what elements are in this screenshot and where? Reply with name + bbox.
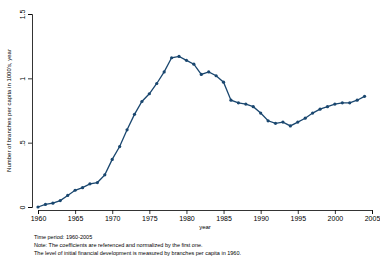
point bbox=[155, 82, 158, 85]
y-tick-mark bbox=[28, 207, 32, 208]
x-tick-label: 1965 bbox=[68, 215, 84, 222]
point bbox=[125, 128, 128, 131]
x-tick-label: 1970 bbox=[105, 215, 121, 222]
point bbox=[341, 101, 344, 104]
x-axis-line bbox=[39, 211, 373, 215]
point bbox=[192, 63, 195, 66]
chart: 1960 1965 1970 1975 1980 1985 1990 1995 2000 2005… bbox=[0, 0, 380, 266]
point bbox=[148, 92, 151, 95]
x-tick-mark bbox=[372, 210, 373, 214]
point bbox=[289, 124, 292, 127]
x-tick-label: 1960 bbox=[31, 215, 47, 222]
point bbox=[170, 56, 173, 59]
point bbox=[326, 105, 329, 108]
point bbox=[363, 95, 366, 98]
x-axis-title: year bbox=[199, 224, 211, 230]
y-tick-label: 0 bbox=[19, 205, 26, 209]
y-tick: 0 bbox=[19, 205, 32, 209]
point bbox=[304, 117, 307, 120]
y-tick: 1 bbox=[19, 77, 32, 81]
x-axis: 1960 1965 1970 1975 1980 1985 1990 1995 2000 2005 bbox=[31, 210, 380, 222]
y-tick-label: .5 bbox=[19, 140, 26, 146]
note: Note: The coefficients are referenced an… bbox=[34, 242, 203, 248]
y-tick-mark bbox=[28, 78, 32, 79]
note: Time period: 1960-2005 bbox=[34, 234, 92, 240]
point bbox=[244, 102, 247, 105]
point bbox=[356, 99, 359, 102]
point bbox=[296, 120, 299, 123]
point bbox=[318, 108, 321, 111]
point bbox=[229, 99, 232, 102]
point bbox=[111, 158, 114, 161]
x-tick-mark bbox=[112, 210, 113, 214]
point bbox=[177, 55, 180, 58]
point bbox=[140, 100, 143, 103]
x-tick-mark bbox=[38, 210, 39, 214]
x-tick: 1970 bbox=[105, 210, 121, 222]
point bbox=[44, 203, 47, 206]
x-tick-mark bbox=[75, 210, 76, 214]
x-tick-label: 1995 bbox=[290, 215, 306, 222]
point bbox=[66, 194, 69, 197]
point bbox=[266, 119, 269, 122]
plot-area bbox=[36, 55, 366, 209]
point bbox=[74, 189, 77, 192]
point bbox=[36, 205, 39, 208]
x-tick: 1995 bbox=[290, 210, 306, 222]
y-tick-label: 1 bbox=[19, 77, 26, 81]
point bbox=[348, 101, 351, 104]
x-tick: 1975 bbox=[142, 210, 158, 222]
x-tick-mark bbox=[261, 210, 262, 214]
x-tick-mark bbox=[298, 210, 299, 214]
x-tick-label: 2005 bbox=[365, 215, 380, 222]
point bbox=[215, 74, 218, 77]
x-tick: 1985 bbox=[216, 210, 232, 222]
point bbox=[88, 182, 91, 185]
y-axis-title: Number of branches per capita in 1000's,… bbox=[6, 49, 12, 172]
point bbox=[133, 113, 136, 116]
point bbox=[200, 73, 203, 76]
point bbox=[237, 101, 240, 104]
note: The level of initial financial developme… bbox=[34, 250, 241, 256]
x-tick-label: 1980 bbox=[179, 215, 195, 222]
point bbox=[222, 81, 225, 84]
x-tick-label: 1975 bbox=[142, 215, 158, 222]
point bbox=[118, 145, 121, 148]
y-axis-line bbox=[28, 15, 33, 208]
point bbox=[51, 202, 54, 205]
x-tick: 1960 bbox=[31, 210, 47, 222]
x-tick: 1965 bbox=[68, 210, 84, 222]
x-tick-label: 1990 bbox=[253, 215, 269, 222]
x-tick-mark bbox=[186, 210, 187, 214]
x-tick-mark bbox=[224, 210, 225, 214]
x-tick: 2005 bbox=[365, 210, 380, 222]
point bbox=[96, 181, 99, 184]
y-tick-label: 1.5 bbox=[19, 10, 26, 20]
point bbox=[163, 70, 166, 73]
point bbox=[311, 111, 314, 114]
x-tick-label: 2000 bbox=[328, 215, 344, 222]
point bbox=[185, 59, 188, 62]
y-tick: .5 bbox=[19, 140, 32, 146]
y-tick-mark bbox=[28, 143, 32, 144]
point bbox=[281, 120, 284, 123]
point bbox=[81, 186, 84, 189]
series-line bbox=[38, 56, 365, 207]
point bbox=[59, 199, 62, 202]
y-tick: 1.5 bbox=[19, 10, 32, 20]
point bbox=[207, 70, 210, 73]
point bbox=[274, 122, 277, 125]
x-tick: 1980 bbox=[179, 210, 195, 222]
point bbox=[252, 105, 255, 108]
x-tick: 1990 bbox=[253, 210, 269, 222]
x-tick-mark bbox=[149, 210, 150, 214]
point bbox=[333, 102, 336, 105]
x-tick-label: 1985 bbox=[216, 215, 232, 222]
x-tick: 2000 bbox=[328, 210, 344, 222]
y-axis: 0 .5 1 1.5 bbox=[19, 10, 33, 210]
point bbox=[259, 111, 262, 114]
x-tick-mark bbox=[335, 210, 336, 214]
point bbox=[103, 173, 106, 176]
y-tick-mark bbox=[28, 14, 32, 15]
